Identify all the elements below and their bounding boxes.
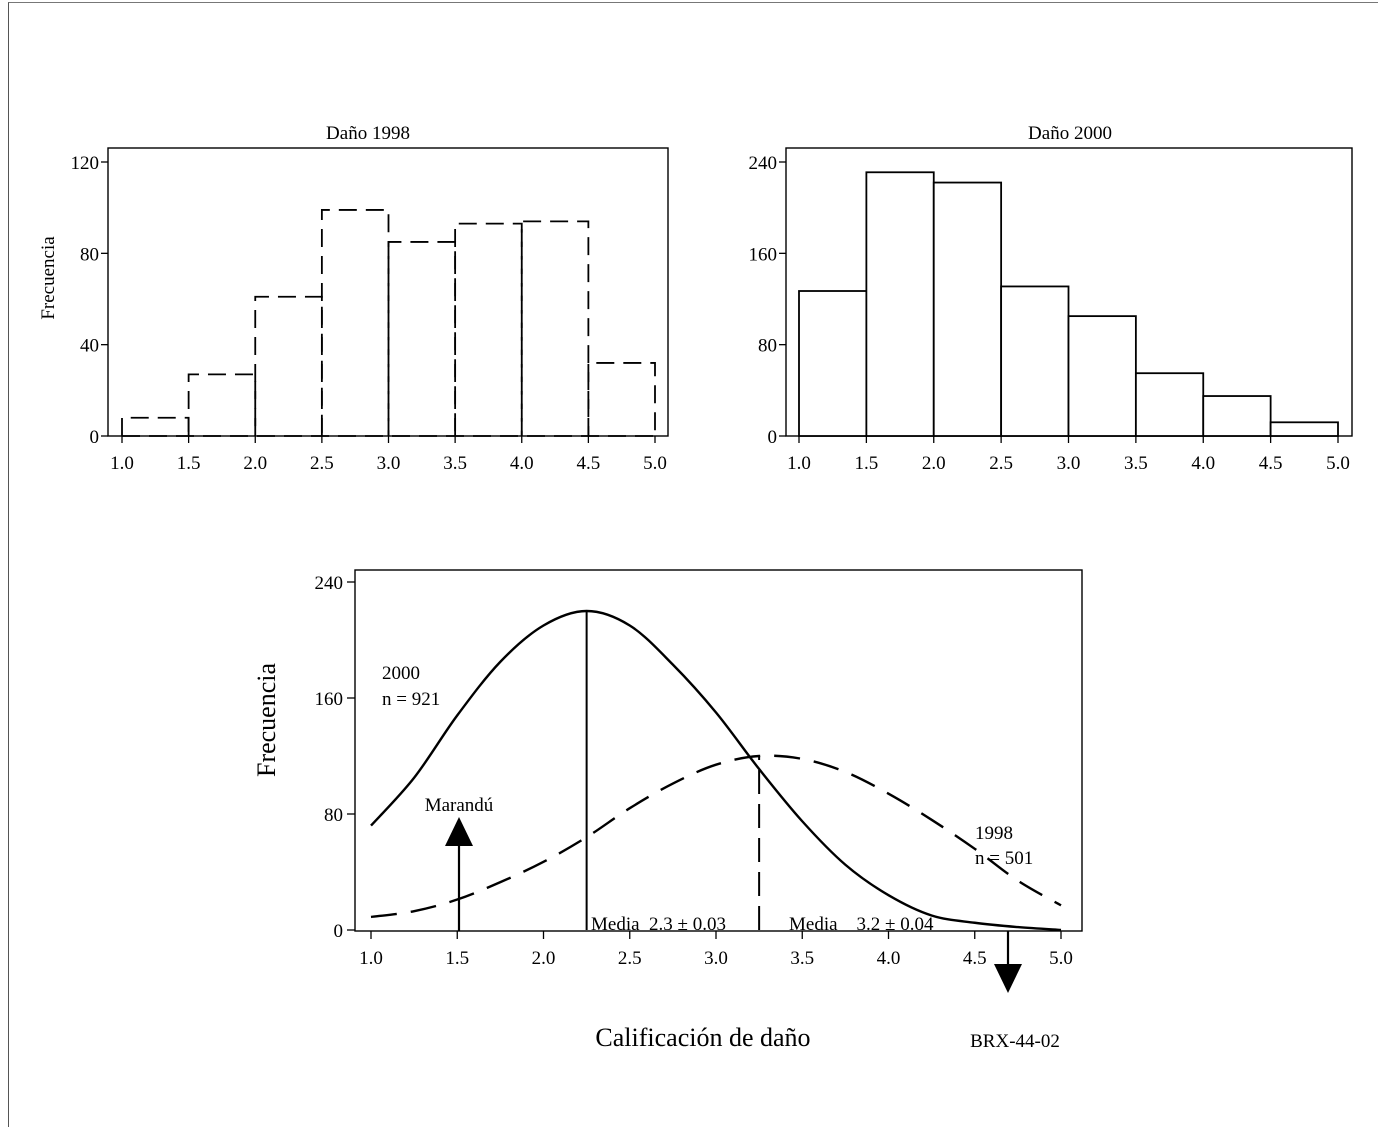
x-tick-label: 2.5 <box>989 453 1013 474</box>
y-tick-label: 160 <box>749 244 778 265</box>
x-ticks-curves: 1.0 1.5 2.0 2.5 3.0 3.5 4.0 4.5 5.0 <box>359 931 1073 969</box>
bar <box>254 295 323 436</box>
y-axis-label-curves: Frecuencia <box>252 663 281 778</box>
y-ticks-1998: 0 40 80 120 <box>71 153 108 448</box>
bar <box>121 416 190 436</box>
x-tick-label: 1.5 <box>177 453 201 474</box>
x-tick-label: 4.5 <box>1259 453 1283 474</box>
series-year-2000: 2000 <box>382 663 420 684</box>
x-tick-label: 1.0 <box>787 453 811 474</box>
y-tick-label: 80 <box>758 336 777 357</box>
x-tick-label: 5.0 <box>1326 453 1350 474</box>
x-ticks-2000: 1.0 1.5 2.0 2.5 3.0 3.5 4.0 4.5 5.0 <box>787 436 1350 474</box>
chart-title-2000: Daño 2000 <box>1028 123 1112 144</box>
y-ticks-curves: 0 80 160 240 <box>315 573 355 942</box>
down-arrow-icon <box>994 931 1022 993</box>
x-tick-label: 2.0 <box>922 453 946 474</box>
y-tick-label: 240 <box>315 573 344 594</box>
x-tick-label: 4.0 <box>877 948 901 969</box>
x-tick-label: 1.5 <box>445 948 469 969</box>
bar <box>932 181 1003 437</box>
bar <box>1000 285 1070 437</box>
x-tick-label: 2.0 <box>243 453 267 474</box>
marandu-label: Marandú <box>425 795 494 816</box>
y-tick-label: 80 <box>80 244 99 265</box>
y-axis-label-1998: Frecuencia <box>38 236 59 320</box>
y-tick-label: 0 <box>768 427 778 448</box>
page-border <box>8 2 1378 1127</box>
x-tick-label: 1.0 <box>110 453 134 474</box>
chart-hist-1998: Daño 1998 Frecuencia 0 40 80 120 1.0 1.5 2.0 2… <box>38 123 669 474</box>
bar <box>187 373 257 436</box>
y-tick-label: 160 <box>315 689 344 710</box>
figure-code: BRX-44-02 <box>970 1031 1060 1052</box>
x-tick-label: 3.0 <box>704 948 728 969</box>
chart-hist-2000: Daño 2000 0 80 160 240 1.0 1.5 2.0 2.5 3.0 3.5 4.… <box>749 123 1353 474</box>
y-tick-label: 240 <box>749 153 778 174</box>
plot-frame-curves <box>354 569 1083 932</box>
x-tick-label: 3.5 <box>1124 453 1148 474</box>
bar <box>1134 372 1205 437</box>
bar <box>865 171 935 437</box>
x-tick-label: 3.0 <box>377 453 401 474</box>
x-tick-label: 4.0 <box>1191 453 1215 474</box>
bar <box>454 222 523 436</box>
y-tick-label: 0 <box>90 427 100 448</box>
chart-curves: Frecuencia Calificación de daño BRX-44-0… <box>252 569 1083 1052</box>
y-ticks-2000: 0 80 160 240 <box>749 153 786 448</box>
mean-label-1998: Media 3.2 ± 0.04 <box>789 914 934 935</box>
bar <box>1067 315 1137 437</box>
y-tick-label: 80 <box>324 805 343 826</box>
marandu-arrow-icon <box>445 817 473 931</box>
x-tick-label: 1.0 <box>359 948 383 969</box>
x-tick-label: 3.5 <box>443 453 467 474</box>
x-tick-label: 4.5 <box>577 453 601 474</box>
bar <box>1202 395 1272 437</box>
y-tick-label: 120 <box>71 153 100 174</box>
bar <box>587 362 656 436</box>
x-tick-label: 4.0 <box>510 453 534 474</box>
x-axis-label-curves: Calificación de daño <box>595 1023 810 1052</box>
bar <box>520 220 590 436</box>
bar <box>387 241 457 436</box>
bars-2000 <box>798 171 1339 437</box>
bars-1998 <box>121 209 656 437</box>
series-n-1998: n = 501 <box>975 848 1033 869</box>
x-tick-label: 5.0 <box>643 453 667 474</box>
series-line-2000 <box>370 609 1062 932</box>
x-tick-label: 4.5 <box>963 948 987 969</box>
bar <box>1269 421 1339 437</box>
y-tick-label: 0 <box>334 921 344 942</box>
x-tick-label: 1.5 <box>855 453 879 474</box>
x-tick-label: 5.0 <box>1049 948 1073 969</box>
x-tick-label: 2.5 <box>310 453 334 474</box>
x-tick-label: 2.5 <box>618 948 642 969</box>
bar <box>320 209 390 436</box>
x-ticks-1998: 1.0 1.5 2.0 2.5 3.0 3.5 4.0 4.5 5.0 <box>110 436 667 474</box>
x-tick-label: 3.5 <box>790 948 814 969</box>
bar <box>798 290 868 437</box>
y-tick-label: 40 <box>80 336 99 357</box>
chart-title-1998: Daño 1998 <box>326 123 410 144</box>
series-line-1998 <box>370 754 1062 919</box>
series-n-2000: n = 921 <box>382 689 440 710</box>
x-tick-label: 3.0 <box>1057 453 1081 474</box>
series-year-1998: 1998 <box>975 823 1013 844</box>
x-tick-label: 2.0 <box>532 948 556 969</box>
mean-label-2000: Media 2.3 ± 0.03 <box>591 914 726 935</box>
